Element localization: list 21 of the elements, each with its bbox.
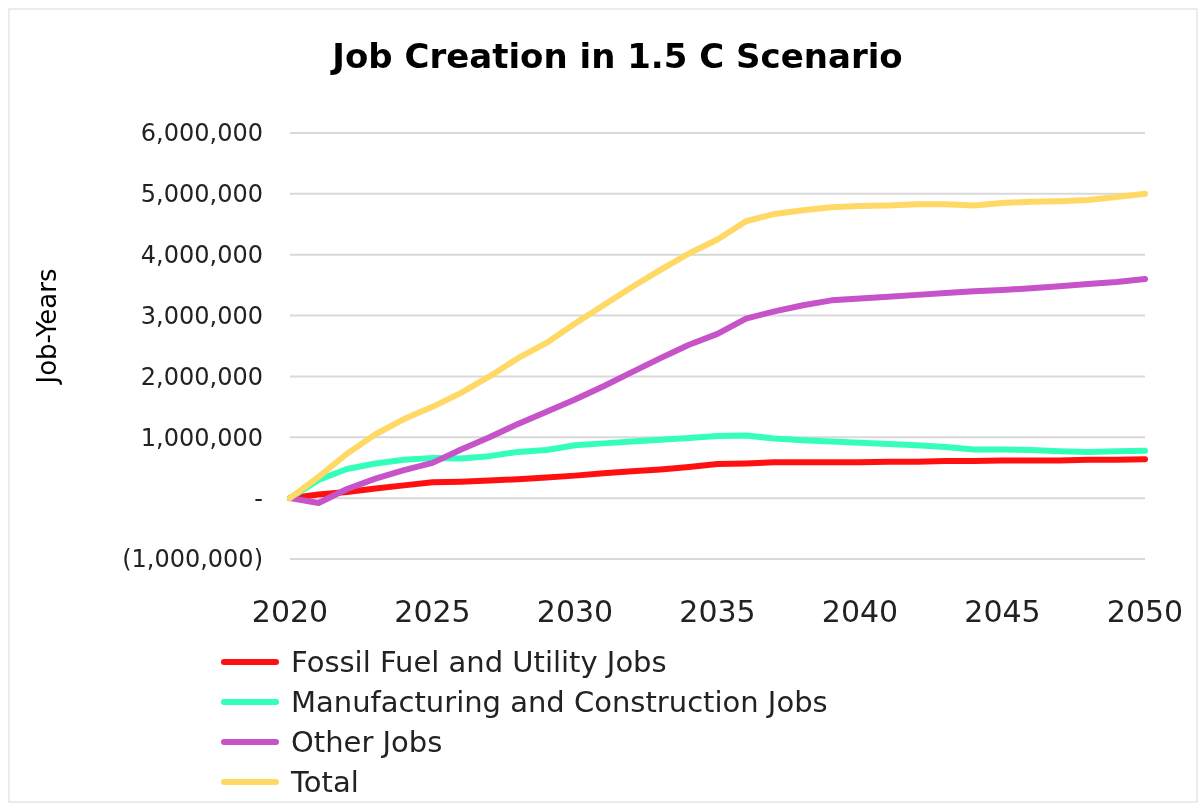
x-tick-label: 2025 bbox=[394, 594, 471, 629]
y-tick-label: (1,000,000) bbox=[122, 545, 263, 574]
y-tick-label: 6,000,000 bbox=[140, 119, 263, 148]
y-tick-label: 4,000,000 bbox=[140, 241, 263, 270]
y-axis-title: Job-Years bbox=[32, 268, 62, 386]
legend-label: Total bbox=[290, 765, 359, 800]
chart-title: Job Creation in 1.5 C Scenario bbox=[330, 36, 903, 76]
legend-label: Fossil Fuel and Utility Jobs bbox=[291, 645, 667, 680]
legend-label: Other Jobs bbox=[291, 725, 443, 760]
x-tick-label: 2050 bbox=[1106, 594, 1184, 629]
x-tick-label: 2020 bbox=[251, 594, 329, 629]
y-tick-label: 1,000,000 bbox=[140, 423, 263, 452]
x-tick-label: 2030 bbox=[536, 594, 614, 629]
y-tick-label: 2,000,000 bbox=[140, 362, 263, 391]
x-tick-label: 2040 bbox=[821, 594, 899, 629]
y-tick-label: - bbox=[254, 484, 263, 513]
y-tick-label: 3,000,000 bbox=[140, 301, 263, 330]
legend-label: Manufacturing and Construction Jobs bbox=[291, 685, 828, 720]
x-tick-label: 2045 bbox=[964, 594, 1041, 629]
x-tick-label: 2035 bbox=[679, 594, 756, 629]
y-tick-label: 5,000,000 bbox=[140, 180, 263, 209]
